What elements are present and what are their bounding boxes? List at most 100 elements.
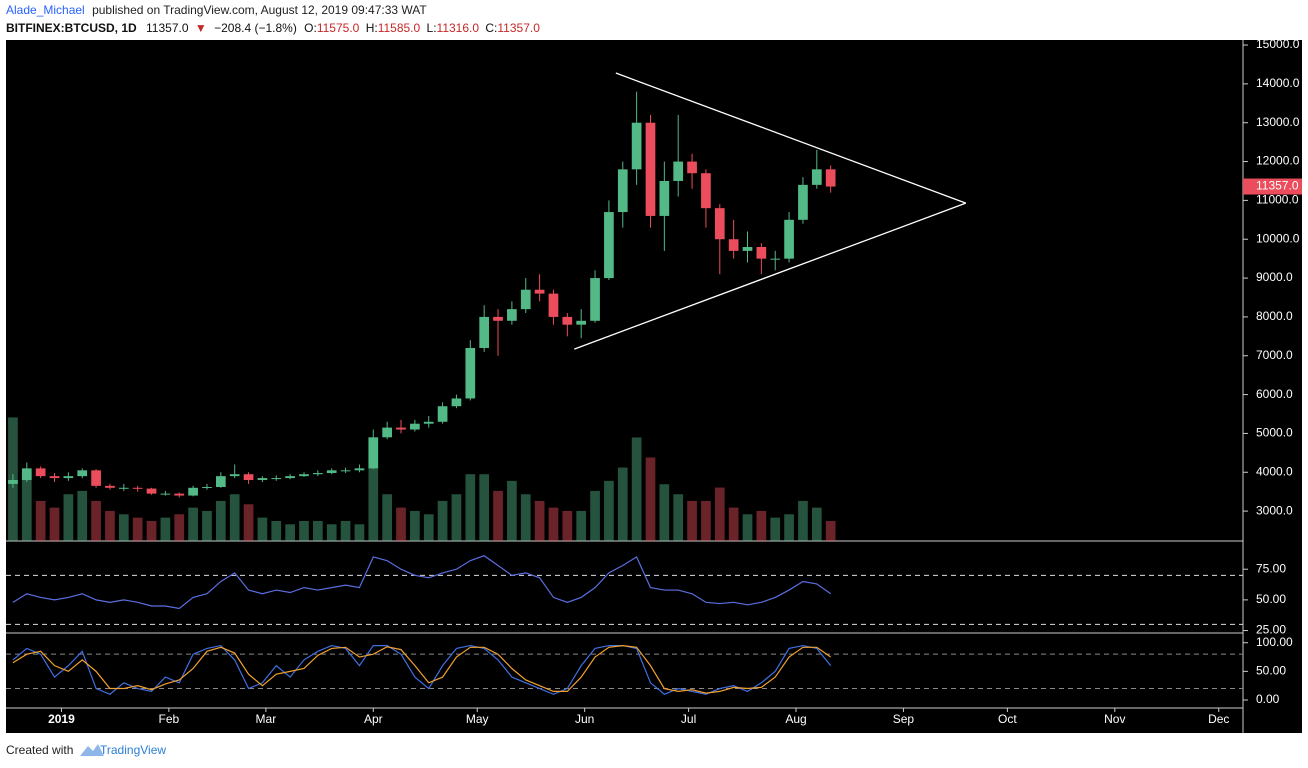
change: −208.4 (−1.8%) <box>214 21 297 35</box>
volume-bar <box>798 500 808 541</box>
volume-bar <box>423 514 434 541</box>
candle-body <box>21 468 32 481</box>
volume-bar <box>118 514 129 541</box>
x-tick-label: 2019 <box>48 712 75 726</box>
y-tick-label: 50.00 <box>1256 592 1286 606</box>
y-tick-label: 14000.0 <box>1256 76 1300 90</box>
volume-bar <box>312 520 323 541</box>
y-tick-label: 12000.0 <box>1256 154 1300 168</box>
candle-body <box>215 476 226 488</box>
candle-body <box>493 316 503 321</box>
rsi-line <box>12 555 832 610</box>
symbol-line: BITFINEX:BTCUSD, 1D 11357.0 ▼ −208.4 (−1… <box>6 21 540 35</box>
y-tick-label: 0.00 <box>1256 692 1280 706</box>
volume-bar <box>590 490 600 541</box>
volume-bar <box>673 494 684 541</box>
y-tick-label: 10000.0 <box>1256 231 1300 245</box>
y-tick-label: 4000.0 <box>1256 464 1293 478</box>
x-tick-label: Apr <box>364 712 383 726</box>
candle-body <box>465 347 476 399</box>
arrow: ▼ <box>195 21 207 35</box>
volume-bar <box>645 457 656 541</box>
candle-body <box>728 239 739 251</box>
ohlc-label: L: <box>427 21 437 35</box>
ohlc-value: 11316.0 <box>437 21 480 35</box>
candle-body <box>299 474 309 477</box>
stoch-line <box>12 644 832 695</box>
volume-bar <box>160 517 171 541</box>
x-tick-label: Dec <box>1208 712 1229 726</box>
candle-body <box>132 487 143 489</box>
candle-body <box>382 427 392 438</box>
x-tick-label: Feb <box>159 712 180 726</box>
candle-body <box>396 427 406 430</box>
y-tick-label: 100.00 <box>1256 635 1293 649</box>
candle-body <box>271 478 282 480</box>
ohlc-label: O: <box>304 21 317 35</box>
candle-body <box>326 470 337 474</box>
volume-bar <box>520 494 531 541</box>
volume-bar <box>493 490 503 541</box>
y-tick-label: 5000.0 <box>1256 426 1293 440</box>
candle-body <box>202 487 212 489</box>
author[interactable]: Alade_Michael <box>6 3 85 17</box>
volume-bar <box>825 520 836 541</box>
candle-body <box>243 474 254 481</box>
candle-body <box>77 470 88 477</box>
x-tick-label: May <box>466 712 489 726</box>
volume-bar <box>257 517 268 541</box>
candle-body <box>687 161 697 174</box>
ohlc-value: 11575.0 <box>317 21 360 35</box>
y-tick-label: 7000.0 <box>1256 348 1293 362</box>
candle-body <box>340 470 351 472</box>
y-tick-label: 11000.0 <box>1256 193 1299 207</box>
volume-bar <box>132 517 143 541</box>
volume-bar <box>451 494 462 541</box>
candle-body <box>49 476 60 479</box>
volume-bar <box>188 507 198 541</box>
footer-brand[interactable]: TradingView <box>100 743 166 757</box>
candle-body <box>673 161 684 181</box>
candle-body <box>91 470 101 486</box>
volume-bar <box>437 500 448 541</box>
candle-body <box>562 316 573 325</box>
x-tick-label: Aug <box>785 712 806 726</box>
volume-bar <box>410 510 420 541</box>
candle-body <box>423 421 434 424</box>
candle-body <box>659 180 670 216</box>
x-tick-label: Nov <box>1104 712 1125 726</box>
header-line: Alade_Michael published on TradingView.c… <box>6 3 427 17</box>
volume-bar <box>49 507 60 541</box>
footer-created: Created with <box>6 743 73 757</box>
candle-body <box>354 468 365 471</box>
volume-bar <box>396 507 406 541</box>
volume-bar <box>617 467 628 541</box>
candle-body <box>285 476 295 479</box>
candle-body <box>590 278 600 321</box>
volume-bar <box>271 520 282 541</box>
candle-body <box>617 169 628 213</box>
volume-bar <box>368 467 379 541</box>
candle-body <box>770 258 781 260</box>
candle-body <box>811 169 822 185</box>
y-tick-label: 50.00 <box>1256 664 1286 678</box>
volume-bar <box>174 514 185 541</box>
volume-bar <box>465 474 476 541</box>
symbol: BITFINEX:BTCUSD, 1D <box>6 21 137 35</box>
volume-bar <box>604 480 614 541</box>
volume-bar <box>382 494 392 541</box>
stoch-line <box>12 644 832 694</box>
candle-body <box>437 406 448 422</box>
candle-body <box>784 219 794 259</box>
candle-body <box>825 169 836 187</box>
volume-bar <box>340 520 351 541</box>
candle-body <box>312 473 323 475</box>
x-tick-label: Sep <box>893 712 915 726</box>
volume-bar <box>91 500 101 541</box>
candle-body <box>160 493 171 495</box>
volume-bar <box>701 500 711 541</box>
ohlc-value: 11585.0 <box>378 21 421 35</box>
volume-bar <box>562 510 573 541</box>
volume-bar <box>202 510 212 541</box>
